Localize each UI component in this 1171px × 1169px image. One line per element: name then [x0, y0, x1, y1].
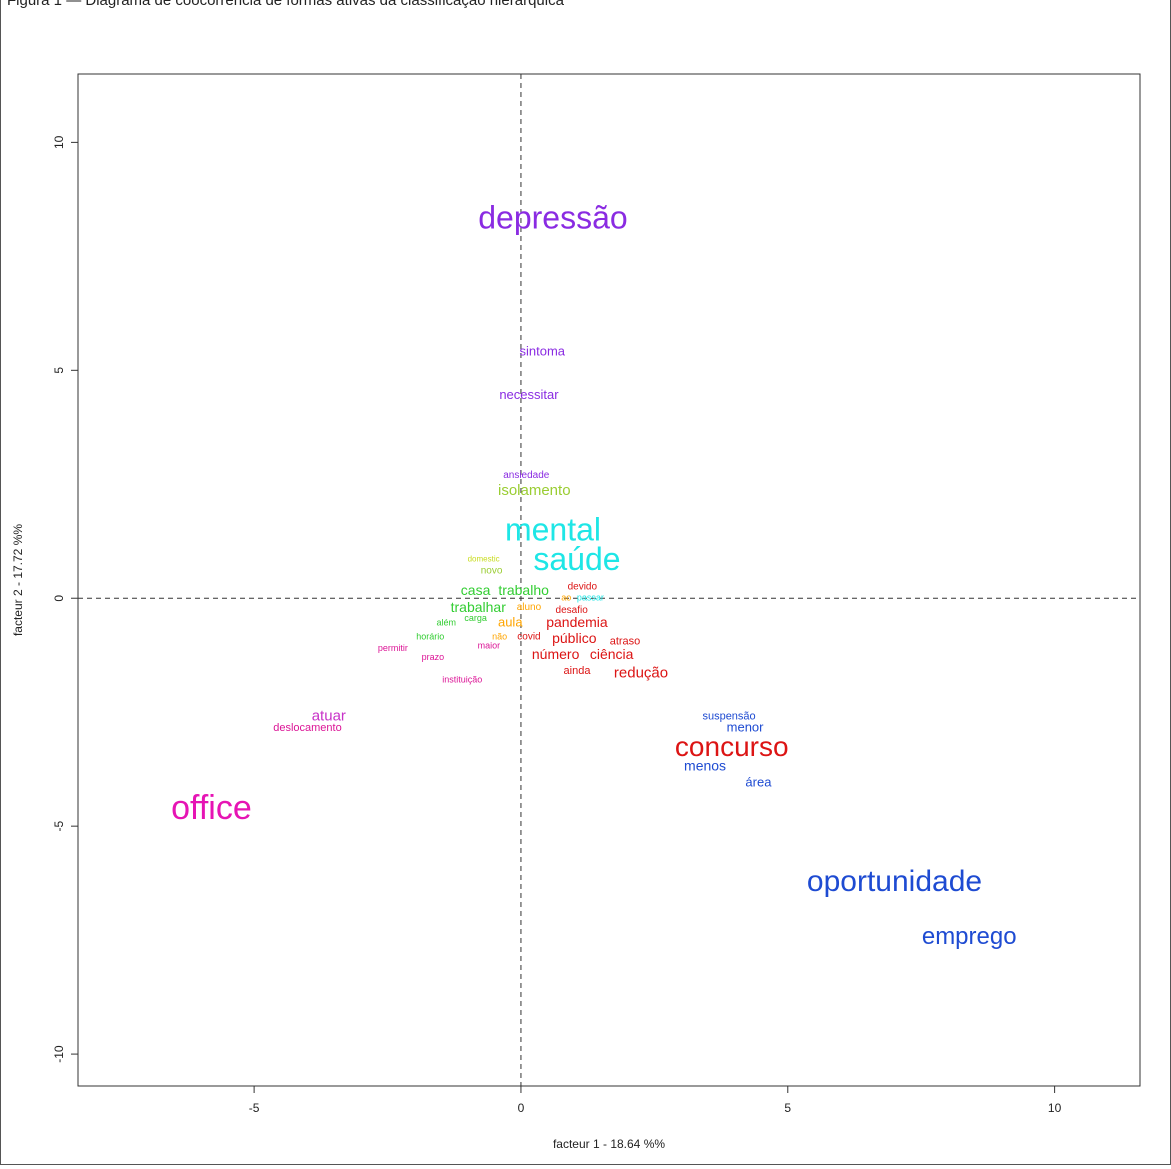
word-label: trabalhar [451, 599, 507, 615]
x-tick-label: 5 [784, 1101, 791, 1115]
x-tick-label: -5 [249, 1101, 260, 1115]
word-label: concurso [675, 731, 789, 762]
word-label: redução [614, 664, 668, 681]
word-label: oportunidade [807, 865, 982, 898]
word-label: menos [684, 758, 726, 774]
y-tick-label: 10 [52, 135, 66, 149]
word-label: pandemia [546, 614, 608, 630]
word-label: menor [727, 720, 765, 735]
word-label: prazo [422, 652, 445, 662]
word-label: área [745, 774, 772, 789]
word-label: deslocamento [273, 722, 342, 734]
word-label: desafio [556, 605, 589, 616]
word-label: ao [561, 593, 571, 603]
word-label: aluno [517, 602, 542, 613]
y-tick-label: 5 [52, 367, 66, 374]
word-label: ainda [564, 665, 592, 677]
word-label: passar [577, 593, 604, 603]
word-label: aula [498, 615, 523, 630]
word-label: além [436, 618, 456, 628]
y-tick-label: -10 [52, 1045, 66, 1063]
word-label: permitir [378, 643, 408, 653]
word-label: atraso [610, 635, 641, 647]
word-label: depressão [478, 199, 627, 235]
word-label: isolamento [498, 482, 571, 499]
word-label: ciência [590, 646, 634, 662]
y-axis-label: facteur 2 - 17.72 %% [11, 524, 25, 636]
y-axis: -10 -5 0 5 10 [52, 135, 78, 1063]
word-label: emprego [922, 923, 1017, 950]
word-label: não [492, 631, 507, 641]
x-axis-label: facteur 1 - 18.64 %% [553, 1137, 665, 1151]
plot-area [77, 73, 1141, 1087]
x-tick-label: 0 [518, 1101, 525, 1115]
word-label: mental [505, 512, 601, 548]
word-label: instituição [442, 675, 482, 685]
word-label: covid [517, 632, 540, 643]
word-label: ansiedade [503, 470, 550, 481]
word-label: domestic [468, 555, 500, 564]
word-cloud: depressão sintoma necessitar ansiedadeisola… [171, 199, 1017, 950]
word-label: número [532, 646, 580, 662]
figure-caption: Figura 1 — Diagrama de coocorrência de f… [7, 0, 564, 9]
word-label: devido [568, 581, 598, 592]
word-label: saúde [533, 541, 620, 577]
y-tick-label: 0 [52, 595, 66, 602]
x-axis: -5 0 5 10 [249, 1086, 1062, 1115]
word-label: carga [464, 613, 487, 623]
word-label: atuar [312, 708, 346, 725]
y-tick-label: -5 [52, 821, 66, 832]
word-label: suspensão [702, 711, 755, 723]
word-label: trabalho [498, 582, 549, 598]
x-tick-label: 10 [1048, 1101, 1062, 1115]
word-label: office [171, 789, 252, 827]
word-label: necessitar [499, 387, 559, 402]
word-label: horário [416, 631, 444, 641]
word-label: público [552, 630, 597, 646]
word-label: casa [461, 582, 491, 598]
word-label: maior [478, 640, 501, 650]
word-label: novo [481, 566, 503, 577]
word-label: sintoma [520, 344, 566, 359]
